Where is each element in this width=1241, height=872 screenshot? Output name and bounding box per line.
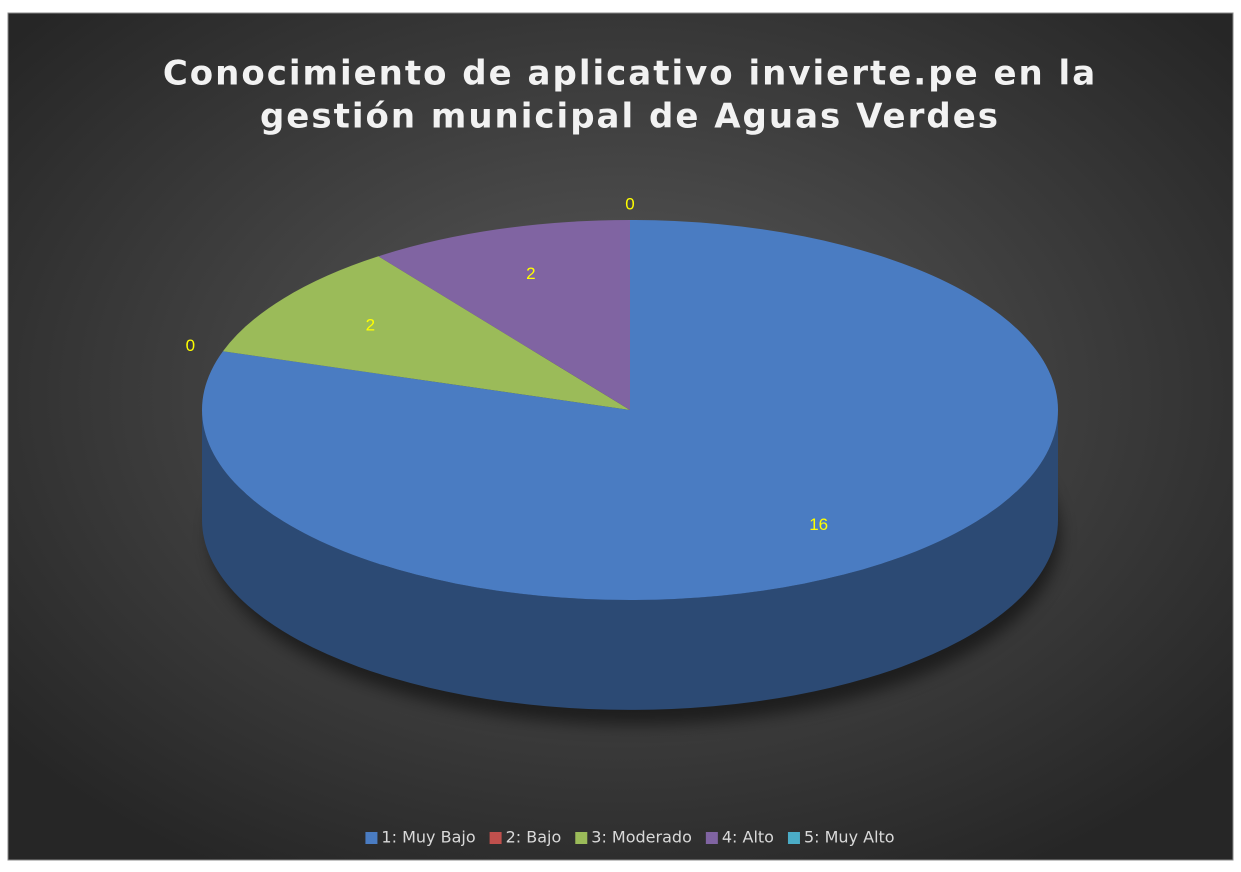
data-label: 0 [186,336,195,355]
pie-slice [222,256,630,410]
data-label: 0 [625,194,634,213]
legend-swatch [365,832,378,844]
legend-label: 4: Alto [722,828,774,847]
chart-title: Conocimiento de aplicativo invierte.pe e… [163,54,1097,94]
legend-label: 2: Bajo [506,828,562,847]
pie-side [202,410,1058,710]
legend-swatch [489,832,502,844]
legend-label: 3: Moderado [591,828,692,847]
legend-swatch [575,832,588,844]
data-label: 2 [526,264,535,283]
legend-label: 1: Muy Bajo [381,828,475,847]
legend-swatch [787,832,800,844]
chart-title: gestión municipal de Aguas Verdes [260,97,1000,137]
data-label: 16 [809,515,828,534]
legend-label: 5: Muy Alto [804,828,895,847]
data-label: 2 [366,316,375,335]
legend-swatch [705,832,718,844]
pie-slice [378,220,630,410]
